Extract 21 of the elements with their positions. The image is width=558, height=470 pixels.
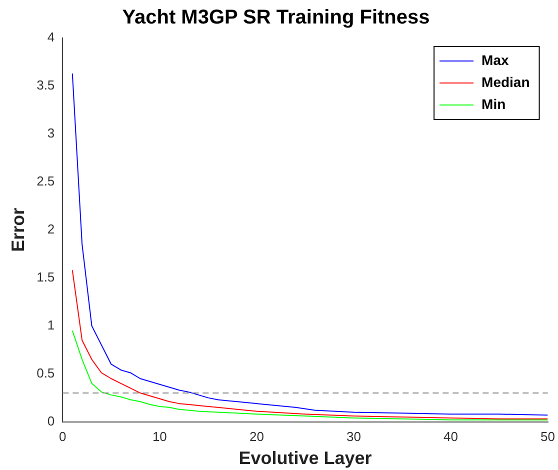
y-tick-label: 0 (47, 413, 55, 428)
x-tick-label: 10 (152, 429, 167, 444)
x-tick-label: 50 (540, 429, 556, 444)
legend-label: Median (482, 74, 530, 90)
y-tick-label: 1 (47, 317, 55, 332)
y-tick-label: 0.5 (36, 365, 55, 380)
x-tick-label: 30 (346, 429, 361, 444)
chart-title: Yacht M3GP SR Training Fitness (122, 6, 430, 29)
x-tick-label: 20 (249, 429, 264, 444)
x-tick-label: 0 (59, 429, 66, 444)
x-axis-title: Evolutive Layer (238, 448, 372, 468)
legend-label: Min (482, 96, 506, 112)
x-tick-label: 40 (444, 429, 458, 444)
y-axis-title: Error (8, 208, 28, 252)
y-tick-label: 2 (47, 221, 55, 236)
y-tick-label: 3 (47, 126, 55, 141)
y-tick-label: 2.5 (36, 174, 55, 189)
legend-label: Max (482, 52, 509, 68)
y-tick-label: 1.5 (36, 269, 55, 284)
y-tick-label: 3.5 (36, 78, 55, 93)
y-tick-label: 4 (47, 30, 55, 45)
